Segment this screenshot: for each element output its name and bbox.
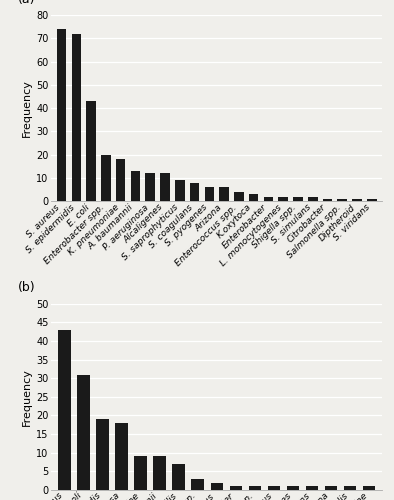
Bar [58,330,71,490]
Bar [77,374,90,490]
Text: (a): (a) [18,0,35,6]
Bar [115,423,128,490]
Bar [204,188,214,202]
Y-axis label: Frequency: Frequency [22,368,32,426]
Bar [131,171,140,202]
Bar [249,486,261,490]
Bar [153,456,166,490]
Bar [249,194,258,202]
Bar [264,196,273,202]
Bar [323,199,332,202]
Bar [363,486,375,490]
Bar [145,174,155,202]
Bar [191,479,204,490]
Bar [352,199,362,202]
Bar [308,196,318,202]
Bar [101,154,111,202]
Bar [175,180,184,202]
Bar [279,196,288,202]
Bar [72,34,81,202]
Bar [286,486,299,490]
Bar [338,199,347,202]
Bar [268,486,280,490]
Bar [210,482,223,490]
Bar [86,101,96,202]
Bar [325,486,337,490]
Bar [306,486,318,490]
Bar [293,196,303,202]
Bar [190,182,199,202]
Text: (b): (b) [18,282,36,294]
Bar [57,29,66,202]
Bar [344,486,356,490]
Bar [234,192,243,202]
Bar [173,464,185,490]
Bar [97,419,109,490]
Bar [160,174,170,202]
Bar [219,188,229,202]
Bar [134,456,147,490]
Bar [230,486,242,490]
Bar [367,199,377,202]
Bar [116,160,125,202]
Y-axis label: Frequency: Frequency [22,79,32,137]
